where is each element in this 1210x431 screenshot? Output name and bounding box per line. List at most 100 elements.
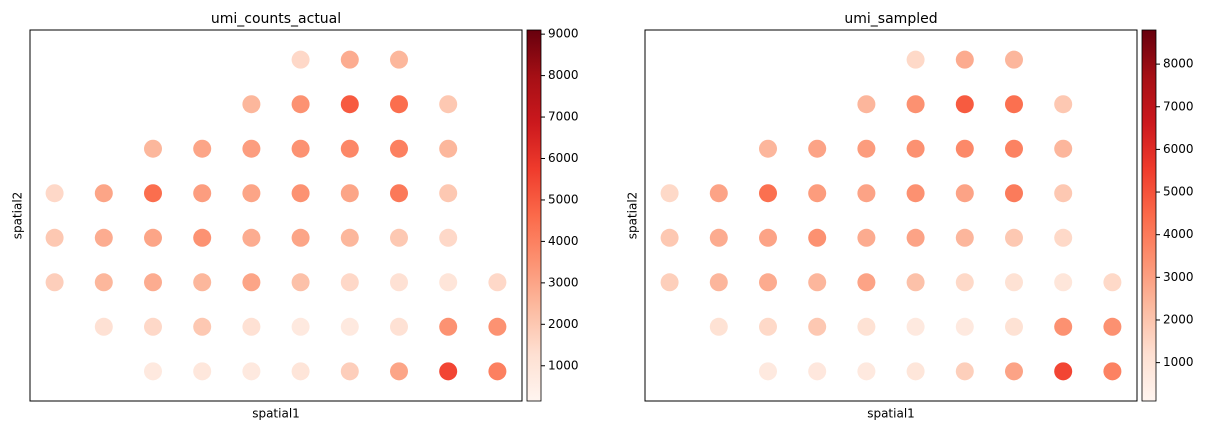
spot — [390, 317, 408, 336]
spot — [1103, 362, 1122, 381]
spot — [390, 273, 408, 292]
colorbar-tick-label: 5000 — [548, 192, 579, 206]
colorbar-tick-label: 2000 — [548, 317, 579, 331]
plot-frame — [644, 29, 1138, 402]
spot — [1103, 273, 1122, 292]
spot — [193, 273, 212, 292]
spot — [759, 362, 777, 381]
colorbar-tick-label: 1000 — [548, 358, 579, 372]
spot — [390, 95, 408, 114]
spot — [709, 184, 728, 203]
spot — [439, 184, 458, 203]
spot — [193, 317, 212, 336]
spot — [242, 362, 261, 381]
spot — [906, 95, 925, 114]
spot — [906, 139, 925, 158]
spot — [808, 362, 827, 381]
plot-frame — [29, 29, 523, 402]
spot — [439, 317, 458, 336]
spot — [1005, 273, 1023, 292]
colorbar — [526, 29, 542, 402]
spot — [1005, 50, 1023, 69]
spot — [291, 362, 310, 381]
colorbar-tick-label: 5000 — [1163, 185, 1194, 199]
colorbar-tick-label: 4000 — [548, 234, 579, 248]
colorbar-tick-label: 8000 — [1163, 57, 1194, 71]
spot — [193, 362, 212, 381]
spot — [808, 228, 827, 247]
spot — [906, 317, 925, 336]
spot — [488, 362, 507, 381]
spot — [1005, 362, 1023, 381]
spot — [857, 139, 876, 158]
spot — [242, 317, 261, 336]
spot — [193, 139, 212, 158]
spot — [340, 184, 359, 203]
colorbar-tick-label: 4000 — [1163, 227, 1194, 241]
spot — [94, 317, 113, 336]
spot — [193, 228, 212, 247]
spot — [291, 95, 310, 114]
spot — [390, 139, 408, 158]
spot — [291, 184, 310, 203]
spot — [955, 50, 974, 69]
spot — [291, 317, 310, 336]
spot — [857, 317, 876, 336]
spot — [955, 317, 974, 336]
spot — [759, 184, 777, 203]
spot — [1054, 317, 1073, 336]
colorbar-tick-label: 2000 — [1163, 312, 1194, 326]
spot — [94, 228, 113, 247]
spot — [955, 139, 974, 158]
spot — [808, 317, 827, 336]
spot — [955, 95, 974, 114]
spot — [390, 184, 408, 203]
y-axis-label: spatial2 — [11, 192, 25, 240]
spot — [1054, 184, 1073, 203]
colorbar-tick-label: 3000 — [548, 275, 579, 289]
spot — [955, 362, 974, 381]
spot — [906, 184, 925, 203]
spot — [390, 50, 408, 69]
spot — [144, 317, 162, 336]
spot — [906, 273, 925, 292]
colorbar-tick-label: 7000 — [1163, 99, 1194, 113]
spot — [1103, 317, 1122, 336]
spot — [1005, 228, 1023, 247]
spot — [759, 228, 777, 247]
spot — [1005, 317, 1023, 336]
colorbar-tick-label: 6000 — [548, 151, 579, 165]
spot — [439, 273, 458, 292]
spot — [340, 95, 359, 114]
spot — [340, 139, 359, 158]
colorbar — [1141, 29, 1157, 402]
colorbar-tick-label: 9000 — [548, 27, 579, 41]
spot — [340, 317, 359, 336]
spot — [390, 362, 408, 381]
spot — [1054, 273, 1073, 292]
spot — [660, 228, 679, 247]
spot — [808, 273, 827, 292]
spot — [808, 139, 827, 158]
spot — [488, 317, 507, 336]
spot — [1054, 362, 1073, 381]
spot — [709, 273, 728, 292]
spot — [144, 228, 162, 247]
spot — [709, 317, 728, 336]
y-axis-label: spatial2 — [626, 192, 640, 240]
spot — [660, 184, 679, 203]
colorbar-tick-label: 8000 — [548, 68, 579, 82]
spot — [906, 228, 925, 247]
spot — [340, 50, 359, 69]
colorbar-tick-label: 1000 — [1163, 355, 1194, 369]
spot — [94, 184, 113, 203]
spot — [1005, 139, 1023, 158]
panel-title: umi_counts_actual — [211, 11, 341, 27]
spot — [1054, 95, 1073, 114]
spot — [709, 228, 728, 247]
spot — [45, 184, 64, 203]
spot — [857, 95, 876, 114]
spot — [759, 317, 777, 336]
x-axis-label: spatial1 — [867, 407, 915, 421]
